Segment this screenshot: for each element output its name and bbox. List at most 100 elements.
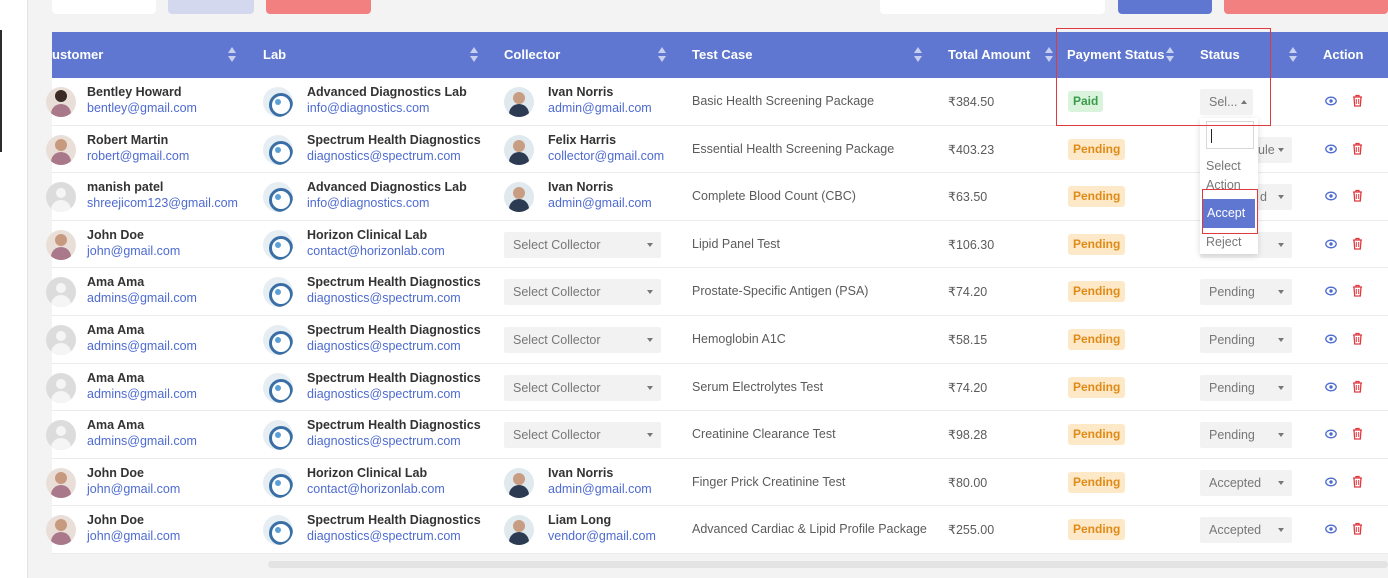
dropdown-option-reject[interactable]: Reject [1206, 235, 1242, 249]
toolbar-button-primary[interactable] [1118, 0, 1212, 14]
lab-email[interactable]: diagnostics@spectrum.com [307, 339, 461, 353]
collector-email[interactable]: admin@gmail.com [548, 101, 652, 115]
lab-name: Spectrum Health Diagnostics [307, 513, 481, 528]
collector-select[interactable]: Select Collector [504, 279, 661, 306]
test-case: Creatinine Clearance Test [692, 427, 836, 442]
test-case: Finger Prick Creatinine Test [692, 474, 846, 489]
customer-avatar [46, 467, 76, 498]
customer-email[interactable]: bentley@gmail.com [87, 101, 197, 115]
collector-avatar [504, 87, 534, 117]
eye-icon[interactable] [1325, 477, 1337, 487]
collector-email[interactable]: collector@gmail.com [548, 148, 665, 163]
toolbar-button-danger-2[interactable] [1224, 0, 1388, 14]
search-input[interactable] [880, 0, 1105, 14]
eye-icon[interactable] [1325, 286, 1337, 296]
column-payment-status[interactable]: Payment Status [1067, 47, 1165, 62]
customer-name: Ama Ama [87, 323, 145, 337]
lab-email[interactable]: diagnostics@spectrum.com [307, 148, 461, 163]
toolbar-input[interactable] [52, 0, 156, 14]
status-select[interactable]: Pending [1200, 279, 1292, 306]
trash-icon[interactable] [1352, 332, 1363, 345]
sort-icon[interactable] [1045, 47, 1053, 63]
customer-email[interactable]: admins@gmail.com [87, 386, 197, 401]
column-collector[interactable]: Collector [504, 47, 561, 62]
customer-email[interactable]: shreejicom123@gmail.com [87, 196, 238, 211]
lab-email[interactable]: diagnostics@spectrum.com [307, 291, 461, 306]
eye-icon[interactable] [1325, 144, 1337, 154]
eye-icon[interactable] [1325, 524, 1337, 534]
customer-email[interactable]: john@gmail.com [87, 529, 181, 544]
dropdown-option-accept[interactable]: Accept [1203, 199, 1255, 228]
customer-email[interactable]: admins@gmail.com [87, 339, 197, 353]
lab-email[interactable]: diagnostics@spectrum.com [307, 529, 461, 544]
lab-email[interactable]: diagnostics@spectrum.com [307, 386, 461, 401]
lab-email[interactable]: info@diagnostics.com [307, 196, 430, 211]
sort-icon[interactable] [470, 47, 478, 63]
eye-icon[interactable] [1325, 239, 1337, 249]
collector-avatar [504, 134, 534, 165]
table-header: ustomer Lab Collector Test Case Total Am… [52, 32, 1388, 78]
status-select[interactable]: Sel... [1200, 89, 1253, 115]
sort-icon[interactable] [228, 47, 236, 63]
sort-icon[interactable] [1166, 47, 1174, 63]
trash-icon[interactable] [1352, 427, 1363, 440]
toolbar-button-danger[interactable] [266, 0, 371, 14]
collector-email[interactable]: vendor@gmail.com [548, 529, 656, 544]
lab-email[interactable]: contact@horizonlab.com [307, 243, 445, 258]
customer-email[interactable]: john@gmail.com [87, 481, 181, 496]
trash-icon[interactable] [1352, 284, 1363, 298]
trash-icon[interactable] [1352, 475, 1363, 488]
status-select-value: Pending [1209, 333, 1255, 347]
customer-name: Bentley Howard [87, 85, 182, 99]
sort-icon[interactable] [914, 47, 922, 63]
text-cursor [1211, 129, 1212, 143]
sort-icon[interactable] [1289, 47, 1297, 63]
lab-logo [263, 515, 293, 546]
trash-icon[interactable] [1352, 380, 1363, 393]
eye-icon[interactable] [1325, 429, 1337, 439]
customer-email[interactable]: admins@gmail.com [87, 434, 197, 449]
status-select-value: Pending [1209, 380, 1255, 395]
collector-email[interactable]: admin@gmail.com [548, 481, 652, 496]
customer-email[interactable]: robert@gmail.com [87, 148, 190, 163]
column-total-amount[interactable]: Total Amount [948, 47, 1031, 62]
dropdown-option-select-action[interactable]: Select Action [1206, 159, 1241, 192]
horizontal-scrollbar[interactable] [268, 561, 1388, 568]
customer-email[interactable]: admins@gmail.com [87, 291, 197, 306]
collector-select[interactable]: Select Collector [504, 374, 661, 401]
status-select[interactable]: Pending [1200, 374, 1292, 401]
trash-icon[interactable] [1352, 94, 1363, 107]
payment-status-badge: Pending [1068, 233, 1126, 255]
customer-email[interactable]: john@gmail.com [87, 243, 181, 258]
column-lab[interactable]: Lab [263, 47, 287, 62]
status-select[interactable]: Pending [1200, 327, 1292, 353]
trash-icon[interactable] [1352, 522, 1363, 536]
sort-icon[interactable] [658, 47, 666, 63]
status-select[interactable]: Accepted [1200, 469, 1292, 496]
collector-select[interactable]: Select Collector [504, 231, 661, 258]
eye-icon[interactable] [1325, 334, 1337, 344]
chevron-down-icon [1278, 385, 1284, 390]
collector-select[interactable]: Select Collector [504, 327, 661, 353]
eye-icon[interactable] [1325, 96, 1337, 106]
payment-status-badge: Pending [1068, 138, 1126, 160]
trash-icon[interactable] [1352, 142, 1363, 155]
trash-icon[interactable] [1352, 237, 1363, 250]
collector-email[interactable]: admin@gmail.com [548, 196, 652, 211]
lab-email[interactable]: info@diagnostics.com [307, 101, 430, 115]
lab-email[interactable]: diagnostics@spectrum.com [307, 434, 461, 449]
lab-logo [263, 325, 293, 355]
dropdown-search-input[interactable] [1206, 121, 1254, 149]
trash-icon[interactable] [1352, 189, 1363, 202]
collector-select[interactable]: Select Collector [504, 422, 661, 449]
lab-email[interactable]: contact@horizonlab.com [307, 481, 445, 496]
lab-logo [263, 134, 293, 165]
status-select[interactable]: Pending [1200, 422, 1292, 449]
column-status[interactable]: Status [1200, 47, 1240, 62]
eye-icon[interactable] [1325, 191, 1337, 201]
toolbar-button-secondary[interactable] [168, 0, 254, 14]
column-test-case[interactable]: Test Case [692, 47, 753, 62]
eye-icon[interactable] [1325, 382, 1337, 392]
column-customer[interactable]: ustomer [52, 47, 104, 62]
status-select[interactable]: Accepted [1200, 517, 1292, 544]
